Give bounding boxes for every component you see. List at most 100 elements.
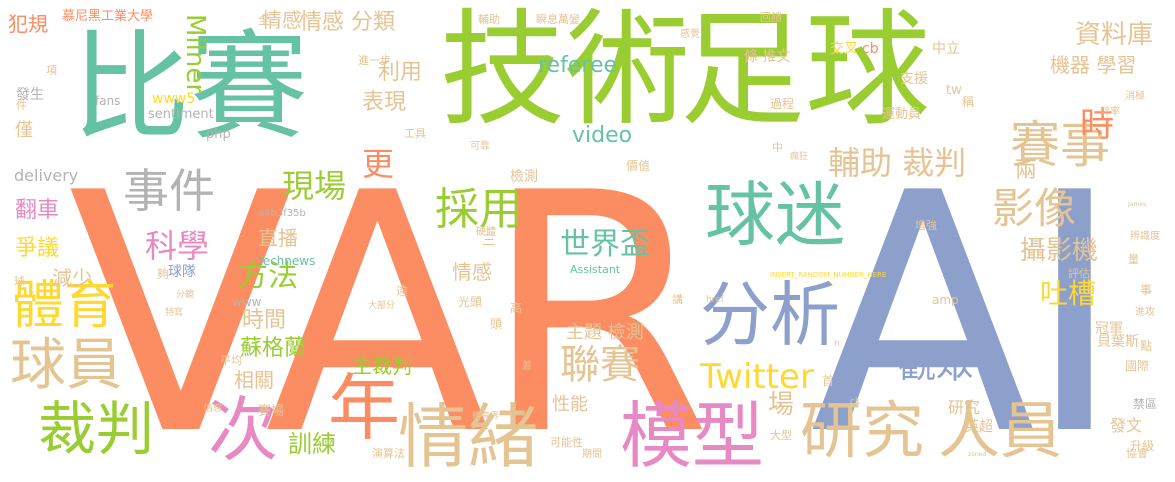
word-zengqiang: 增強 <box>915 219 937 232</box>
word-shijiebei: 世界盃 <box>560 227 650 262</box>
word-pinglv: 評率 <box>1100 107 1120 118</box>
word-qiumi: 球迷 <box>705 174 845 256</box>
word-shijian: 事件 <box>123 164 215 218</box>
word-var: VAR <box>68 123 712 482</box>
word-qinggan-fenlei: 情感 分類 <box>300 10 395 35</box>
word-guoji: 國際 <box>1125 359 1150 373</box>
word-fangfa: 方法 <box>238 259 298 294</box>
word-tiyujie: 體育界 <box>472 412 500 422</box>
word-guocheng: 過程 <box>770 97 795 111</box>
word-jiaocha: 交叉 <box>830 41 858 57</box>
word-jianshao: 減少 <box>52 266 92 290</box>
word-www: www <box>232 295 262 309</box>
word-gou: 夠 <box>157 267 170 281</box>
word-zhucaipan: 主裁判 <box>352 354 412 378</box>
word-yanjiu: 研究 <box>800 394 925 467</box>
word-san: 三 <box>482 233 496 249</box>
word-tiao-tuiwen: 條 推文 <box>744 49 791 65</box>
word-fasheng: 發生 <box>16 87 44 103</box>
word-qinggan2: 情感 <box>452 260 492 284</box>
word-qijian: 期間 <box>582 449 602 460</box>
word-zhubo: 直播 <box>258 226 298 250</box>
word-jiang: 講 <box>672 293 683 306</box>
word-yingxiang: 影像 <box>992 184 1077 233</box>
word-daxing: 大型 <box>770 429 792 442</box>
word-sugelan: 蘇格蘭 <box>240 336 307 361</box>
word-caipan-big: 裁判 <box>38 395 155 463</box>
word-yingjie: 英超 <box>965 419 993 435</box>
word-technews: technews <box>258 254 316 268</box>
word-gao: 高 <box>510 301 523 315</box>
word-qiudui: 球隊 <box>168 264 196 280</box>
word-jiazhi: 價值 <box>626 159 651 173</box>
word-yingti: 硬體 <box>476 227 496 238</box>
word-zuqiu: 足球 <box>680 0 930 143</box>
word-tucao: 吐槽 <box>1040 277 1097 310</box>
word-dabufen: 大部分 <box>368 301 396 311</box>
word-tese: 特寫 <box>165 308 184 318</box>
word-xiefang: 協會 <box>1126 447 1148 460</box>
word-qingxu: 情緒 <box>398 396 538 478</box>
word-qinggan3: 情感 <box>262 8 302 32</box>
word-nian: 年 <box>328 366 401 450</box>
word-james: James <box>1128 201 1147 208</box>
word-zhiyuan: 支援 <box>900 71 928 87</box>
word-www5: www5 <box>152 91 196 107</box>
word-a4b3f35b: a4b3f35b <box>258 208 306 219</box>
word-zhengyi: 爭議 <box>15 236 60 261</box>
word-sheyingji: 攝影機 <box>1020 236 1099 266</box>
word-saishi: 賽事 <box>1010 116 1110 174</box>
word-jiance: 檢測 <box>510 169 538 185</box>
word-tiyu: 體育 <box>12 276 117 336</box>
word-video: video <box>572 123 633 148</box>
word-milner: Milner <box>180 14 210 95</box>
word-twitter: Twitter <box>700 357 814 397</box>
word-zoned: zoned <box>968 451 987 458</box>
word-ci: 次 <box>208 389 278 471</box>
word-geng: 更 <box>362 145 395 183</box>
word-yansuanfa: 演算法 <box>372 447 405 460</box>
word-shijian2: 時間 <box>242 308 287 333</box>
word-fanggui: 犯規 <box>8 12 48 36</box>
word-ck: ck <box>850 397 861 407</box>
word-insert: INSERT_RANDOM_NUMBER_HERE <box>770 271 887 279</box>
word-kekao: 可靠 <box>470 141 490 152</box>
word-dianji: 點 <box>1140 339 1153 353</box>
word-ganqing: 情感 <box>204 404 223 414</box>
word-fuzhu-caipan: 輔助 裁判 <box>828 144 967 182</box>
word-liyong: 利用 <box>378 60 423 85</box>
word-kexue: 科學 <box>145 227 210 265</box>
word-n: n <box>834 339 840 349</box>
word-beiyesi: 貝葉斯 <box>1097 334 1139 350</box>
word-yanjiu2: 研究 <box>948 398 981 417</box>
word-moxing: 模型 <box>620 394 765 478</box>
word-xianchang: 現場 <box>282 167 347 205</box>
word-fawen: 發文 <box>1110 416 1143 435</box>
word-yundongyuan: 運動員 <box>882 107 922 122</box>
word-sentiment: sentiment <box>148 107 214 122</box>
word-liang: 兩 <box>1015 158 1038 183</box>
word-shoubei: 首 <box>822 374 835 388</box>
word-hao: 量 <box>1128 253 1139 266</box>
word-gongju: 工具 <box>404 127 426 140</box>
word-qiuyuan: 球員 <box>10 333 122 398</box>
word-quan: 全 <box>258 13 271 27</box>
word-jin: 僅 <box>15 120 33 141</box>
word-amp: amp <box>932 293 959 307</box>
word-ganjue: 感覺 <box>680 29 700 40</box>
word-qiu: 球 <box>14 275 25 288</box>
word-fengkuang: 瘋狂 <box>790 152 809 162</box>
word-assistant: Assistant <box>570 263 621 276</box>
word-guanjun: 冠軍 <box>1095 321 1123 337</box>
word-bisai: 比賽 <box>72 18 309 156</box>
word-biaoxian: 表現 <box>362 90 407 115</box>
word-guangtou: 光頭 <box>458 295 483 309</box>
word-xingneng: 性能 <box>552 394 588 415</box>
word-fenxi: 分析 <box>700 274 840 356</box>
word-jian: 件 <box>16 99 27 112</box>
word-kenengxing: 可能性 <box>550 436 583 449</box>
word-saichang: 賽場 <box>258 404 285 419</box>
word-tw: tw <box>946 83 962 98</box>
word-munich: 慕尼黑工業大學 <box>62 9 154 24</box>
